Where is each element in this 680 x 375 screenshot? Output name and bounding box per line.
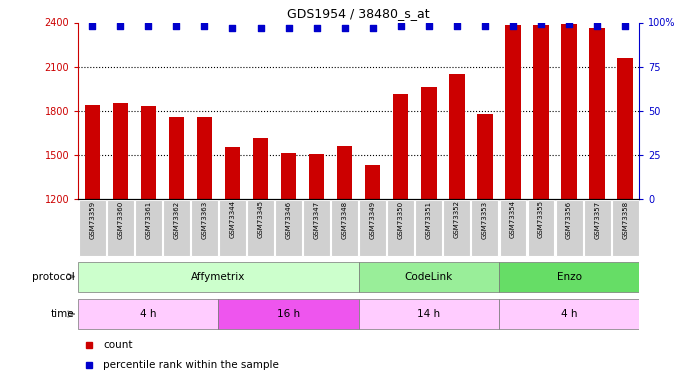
Text: percentile rank within the sample: percentile rank within the sample (103, 360, 279, 370)
Point (115, 23, 126, 29)
FancyBboxPatch shape (191, 200, 218, 256)
FancyBboxPatch shape (556, 200, 583, 256)
FancyBboxPatch shape (415, 200, 442, 256)
Point (536, 21, 547, 27)
Bar (84, 105, 100, 199)
Point (227, 25, 238, 31)
Text: time: time (51, 309, 75, 319)
Text: GSM73356: GSM73356 (566, 201, 572, 238)
Text: GSM73352: GSM73352 (454, 201, 460, 238)
Point (143, 23, 154, 29)
Point (452, 23, 462, 29)
Text: GSM73349: GSM73349 (370, 201, 376, 238)
Text: Affymetrix: Affymetrix (191, 272, 245, 282)
Text: GSM73351: GSM73351 (426, 201, 432, 238)
Text: GSM73346: GSM73346 (286, 201, 292, 238)
Point (395, 23, 406, 29)
Point (424, 23, 435, 29)
FancyBboxPatch shape (358, 262, 499, 291)
Point (592, 23, 602, 29)
Bar (533, 25, 549, 199)
Bar (562, 24, 577, 199)
Bar (477, 114, 492, 199)
Point (564, 21, 575, 27)
Text: GSM73357: GSM73357 (594, 201, 600, 238)
Bar (365, 165, 380, 199)
Text: CodeLink: CodeLink (405, 272, 453, 282)
Title: GDS1954 / 38480_s_at: GDS1954 / 38480_s_at (288, 7, 430, 20)
Bar (253, 138, 268, 199)
FancyBboxPatch shape (583, 200, 611, 256)
FancyBboxPatch shape (79, 200, 105, 256)
Text: 4 h: 4 h (561, 309, 577, 319)
FancyBboxPatch shape (471, 200, 498, 256)
FancyBboxPatch shape (78, 262, 358, 291)
Point (507, 23, 518, 29)
Point (171, 23, 182, 29)
Bar (113, 102, 128, 199)
Text: GSM73363: GSM73363 (201, 201, 207, 239)
Text: GSM73344: GSM73344 (229, 201, 235, 238)
Text: GSM73361: GSM73361 (146, 201, 152, 239)
FancyBboxPatch shape (358, 299, 499, 329)
Bar (225, 147, 240, 199)
Point (619, 23, 630, 29)
Bar (505, 26, 521, 199)
Point (199, 23, 210, 29)
FancyBboxPatch shape (499, 299, 639, 329)
Point (283, 25, 294, 31)
Bar (421, 87, 437, 199)
Point (479, 23, 490, 29)
Text: 4 h: 4 h (140, 309, 156, 319)
Point (255, 25, 266, 31)
FancyBboxPatch shape (528, 200, 554, 256)
Bar (169, 117, 184, 199)
FancyBboxPatch shape (359, 200, 386, 256)
FancyBboxPatch shape (219, 200, 246, 256)
Bar (309, 154, 324, 199)
FancyBboxPatch shape (107, 200, 134, 256)
Text: protocol: protocol (32, 272, 75, 282)
Text: GSM73347: GSM73347 (313, 201, 320, 238)
Text: count: count (103, 340, 133, 350)
Text: Enzo: Enzo (556, 272, 581, 282)
Text: 14 h: 14 h (418, 309, 441, 319)
Bar (393, 94, 409, 199)
Bar (141, 106, 156, 199)
Text: GSM73360: GSM73360 (117, 201, 123, 239)
FancyBboxPatch shape (331, 200, 358, 256)
Text: GSM73354: GSM73354 (510, 201, 516, 238)
Text: GSM73355: GSM73355 (538, 201, 544, 238)
FancyBboxPatch shape (443, 200, 471, 256)
Bar (617, 58, 633, 199)
Text: GSM73359: GSM73359 (89, 201, 95, 238)
Bar (281, 153, 296, 199)
Text: GSM73358: GSM73358 (622, 201, 628, 238)
FancyBboxPatch shape (163, 200, 190, 256)
Bar (197, 117, 212, 199)
FancyBboxPatch shape (500, 200, 526, 256)
FancyBboxPatch shape (218, 299, 358, 329)
Text: 16 h: 16 h (277, 309, 300, 319)
FancyBboxPatch shape (499, 262, 639, 291)
Text: GSM73350: GSM73350 (398, 201, 404, 238)
FancyBboxPatch shape (303, 200, 330, 256)
Point (339, 25, 350, 31)
FancyBboxPatch shape (247, 200, 274, 256)
Bar (590, 28, 605, 199)
FancyBboxPatch shape (78, 299, 218, 329)
Text: GSM73362: GSM73362 (173, 201, 180, 238)
Point (367, 25, 378, 31)
Text: GSM73353: GSM73353 (482, 201, 488, 238)
FancyBboxPatch shape (612, 200, 639, 256)
Text: GSM73345: GSM73345 (258, 201, 264, 238)
Bar (337, 146, 352, 199)
FancyBboxPatch shape (388, 200, 414, 256)
FancyBboxPatch shape (275, 200, 302, 256)
Text: GSM73348: GSM73348 (341, 201, 347, 238)
Bar (449, 74, 464, 199)
FancyBboxPatch shape (135, 200, 162, 256)
Point (311, 25, 322, 31)
Point (87, 23, 98, 29)
